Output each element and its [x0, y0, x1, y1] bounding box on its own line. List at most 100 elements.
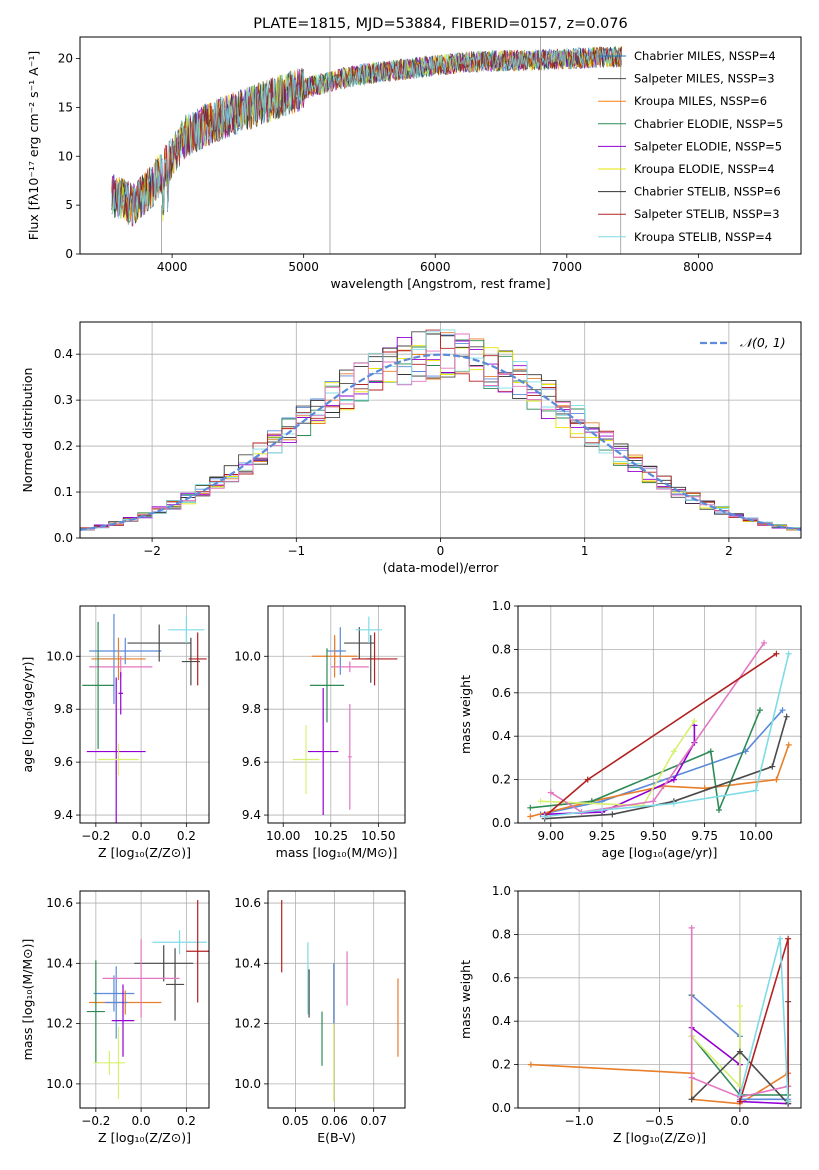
histogram-step: [80, 333, 801, 531]
weight-marker: [688, 1074, 695, 1081]
weight-marker: [537, 798, 544, 805]
weight-line: [530, 744, 790, 818]
x-tick-label: 0.2: [177, 1114, 196, 1128]
y-tick-label: 0.8: [492, 642, 511, 656]
weight-marker: [773, 776, 780, 783]
weight-marker: [691, 718, 698, 725]
axes-frame: [79, 36, 802, 255]
weight-marker: [785, 1098, 792, 1105]
weight-marker: [785, 935, 792, 942]
x-tick-label: −0.2: [81, 1114, 110, 1128]
y-tick-label: 10.2: [234, 1017, 261, 1031]
gaussian-curve: [80, 353, 801, 531]
axes-frame: [79, 321, 802, 539]
weight-marker: [547, 789, 554, 796]
y-axis-label: Flux [fλ10⁻¹⁷ erg cm⁻² s⁻¹ A⁻¹]: [26, 51, 41, 240]
chart-2: −2 −1 0 1 2 0.0 0.1 0.2 0.3 0.4 (data-model)/error…: [20, 321, 802, 575]
x-axis-label: Z [log₁₀(Z/Z⊙)]: [98, 845, 191, 860]
y-tick-label: 0.6: [492, 971, 511, 985]
y-tick-label: 1.0: [492, 884, 511, 898]
chart-4: 10.00 10.25 10.50 9.4 9.6 9.8 10.0 mass [log₁₀(…: [234, 605, 406, 860]
y-tick-label: 9.6: [242, 755, 261, 769]
y-tick-label: 10.4: [234, 956, 261, 970]
weight-marker: [773, 650, 780, 657]
weight-marker: [670, 748, 677, 755]
x-tick-label: −1.0: [565, 1114, 594, 1128]
axes-frame: [517, 890, 802, 1109]
y-tick-label: 10.0: [46, 1077, 73, 1091]
y-tick-label: 0.1: [54, 485, 73, 499]
x-axis-label: (data-model)/error: [383, 560, 500, 575]
weight-marker: [688, 924, 695, 931]
weight-marker: [777, 935, 784, 942]
y-tick-label: 0.2: [492, 1058, 511, 1072]
y-tick-label: 10.6: [234, 896, 261, 910]
weight-line: [550, 642, 765, 813]
weight-marker: [736, 1048, 743, 1055]
plot-area: [82, 613, 207, 823]
y-tick-label: 9.8: [242, 702, 261, 716]
x-tick-label: 0.06: [321, 1114, 348, 1128]
y-tick-label: 0.2: [492, 773, 511, 787]
x-tick-label: 0.0: [730, 1114, 749, 1128]
weight-marker: [736, 1003, 743, 1010]
y-tick-label: 9.4: [242, 808, 261, 822]
x-tick-label: 9.50: [640, 829, 667, 843]
y-tick-label: 10.6: [46, 896, 73, 910]
plot-area: [86, 900, 209, 1099]
axes-frame: [267, 605, 406, 824]
legend-entry: Kroupa STELIB, NSSP=4: [634, 230, 772, 244]
x-tick-label: 9.00: [537, 829, 564, 843]
x-tick-label: 0.0: [132, 829, 151, 843]
x-tick-label: 9.25: [589, 829, 616, 843]
legend-entry: Salpeter MILES, NSSP=3: [634, 72, 775, 86]
y-tick-label: 10.0: [46, 649, 73, 663]
legend-entry: Salpeter ELODIE, NSSP=5: [634, 139, 782, 153]
legend-entry: Kroupa ELODIE, NSSP=4: [634, 162, 775, 176]
x-tick-label: 7000: [552, 260, 583, 274]
weight-marker: [785, 741, 792, 748]
y-tick-label: 15: [58, 100, 73, 114]
y-tick-label: 9.8: [54, 702, 73, 716]
plot-area: [281, 900, 399, 1102]
x-tick-label: 1: [581, 544, 589, 558]
x-tick-label: 2: [725, 544, 733, 558]
weight-line: [544, 653, 790, 818]
y-tick-label: 5: [65, 198, 73, 212]
legend-entry: Kroupa MILES, NSSP=6: [634, 94, 767, 108]
x-axis-label: E(B-V): [317, 1130, 356, 1145]
spectrum-line: [111, 47, 622, 224]
x-tick-label: 8000: [683, 260, 714, 274]
x-tick-label: −2: [143, 544, 161, 558]
weight-marker: [761, 639, 768, 646]
axes-frame: [79, 605, 210, 824]
x-axis-label: wavelength [Angstrom, rest frame]: [330, 276, 550, 291]
axes-frame: [517, 605, 802, 824]
weight-marker: [715, 806, 722, 813]
weight-marker: [779, 707, 786, 714]
y-tick-label: 0.0: [492, 816, 511, 830]
y-axis-label: Normed distribution: [20, 368, 35, 493]
x-tick-label: −0.2: [81, 829, 110, 843]
plot-area: [80, 329, 801, 531]
weight-line: [540, 709, 784, 816]
y-tick-label: 0.4: [492, 729, 511, 743]
weight-marker: [650, 798, 657, 805]
weight-marker: [599, 806, 606, 813]
plot-area: [111, 37, 622, 254]
chart-6: −0.2 0.0 0.2 10.0 10.2 10.4 10.6 Z [log₁₀(Z/Z⊙)…: [20, 890, 210, 1145]
weight-marker: [752, 787, 759, 794]
legend-entry: Chabrier ELODIE, NSSP=5: [634, 117, 783, 131]
plot-area: [292, 616, 398, 816]
weight-marker: [541, 813, 548, 820]
weight-marker: [688, 1096, 695, 1103]
y-tick-label: 0.4: [54, 347, 73, 361]
weight-marker: [736, 1091, 743, 1098]
y-tick-label: 0.3: [54, 393, 73, 407]
x-axis-label: age [log₁₀(age/yr)]: [602, 845, 718, 860]
axes-frame: [267, 890, 406, 1109]
x-tick-label: 0.2: [177, 829, 196, 843]
y-tick-label: 10.4: [46, 956, 73, 970]
y-tick-label: 10.0: [234, 649, 261, 663]
legend-entry: Salpeter STELIB, NSSP=3: [634, 207, 780, 221]
